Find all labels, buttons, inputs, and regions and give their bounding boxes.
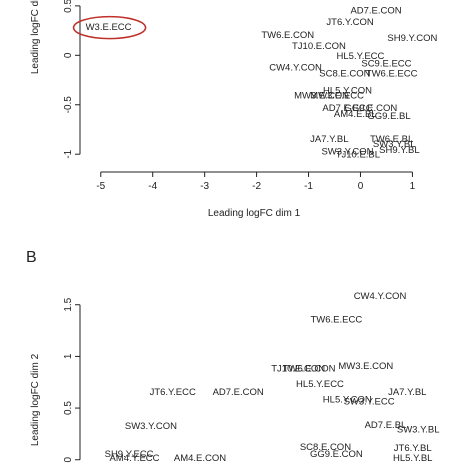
y-tick-label: 0.5 [63, 0, 74, 13]
point-label: TW6.E.ECC [310, 315, 362, 326]
highlight-ellipse [72, 15, 147, 40]
point-label: JA7.Y.BL [310, 134, 348, 145]
point-label: HL5.Y.BL [393, 453, 432, 464]
point-label: JA7.Y.BL [388, 387, 426, 398]
point-label: CW4.Y.CON [269, 63, 322, 74]
point-label: AM4.E.CON [174, 453, 226, 464]
point-label: CW4.Y.CON [354, 291, 407, 302]
panel-letter: B [26, 249, 37, 266]
point-label: HL5.Y.CON [323, 394, 372, 405]
y-tick-label: -0.5 [63, 96, 74, 114]
x-tick-label: 1 [410, 181, 416, 192]
point-label: HL5.Y.ECC [296, 379, 344, 390]
point-label: TJ10.E.BL [336, 150, 380, 161]
point-label: SH9.Y.CON [387, 33, 437, 44]
point-label: AD7.E.CON [350, 5, 401, 16]
point-label: AD7.E.ECC [322, 103, 372, 114]
point-label: HL5.Y.CON [323, 85, 372, 96]
point-label: TW6.E.BL [370, 134, 413, 145]
x-tick-label: -5 [96, 181, 105, 192]
point-label: SW3.Y.CON [321, 147, 373, 158]
x-tick-label: -2 [252, 181, 261, 192]
x-tick-label: -3 [200, 181, 209, 192]
point-label: TW6.E.CON [261, 30, 314, 41]
point-label: TJ10.E.CON [292, 41, 346, 52]
x-axis-title: Leading logFC dim 1 [208, 208, 301, 219]
y-tick-label: 0 [63, 52, 74, 58]
x-tick-label: -1 [304, 181, 313, 192]
point-label: MW3.E.ECC [310, 90, 364, 101]
point-label: SW3.Y.BL [397, 424, 440, 435]
point-label: JT6.Y.BL [394, 443, 432, 454]
point-label: JT6.Y.ECC [150, 387, 196, 398]
point-label: AD7.E.BL [365, 420, 407, 431]
point-label: SC9.E.ECC [361, 59, 411, 70]
point-label: SC8.E.CON [300, 442, 351, 453]
y-tick-label: 1.5 [63, 297, 74, 311]
point-label: GG9.E.CON [344, 103, 397, 114]
point-label: AM4.Y.ECC [110, 453, 160, 464]
y-axis-title: Leading logFC dim 2 [30, 0, 41, 74]
point-label: AM4.E.BL [334, 109, 377, 120]
point-label: HL5.Y.ECC [337, 51, 385, 62]
point-label: SW3.Y.CON [125, 421, 177, 432]
point-label: SH9.Y.BL [379, 145, 420, 156]
point-label: GG9.E.BL [367, 111, 410, 122]
x-tick-label: -4 [148, 181, 157, 192]
point-label: SW3.Y.ECC [344, 396, 395, 407]
point-label: TW6.E.CON [283, 363, 336, 374]
x-tick-label: 0 [358, 181, 364, 192]
point-label: AD7.E.CON [213, 387, 264, 398]
point-label: TJ10.E.CON [271, 363, 325, 374]
point-label: SC8.E.CON [319, 69, 370, 80]
panel-a-scatter: -5 -4 -3 -2 -1 0 1 -1 -0.5 0 0.5 Leading logFC dim … [30, 0, 438, 219]
point-label: SW3.Y.BL [373, 139, 416, 150]
y-tick-label: 1 [63, 353, 74, 359]
y-tick-label: 0.5 [63, 401, 74, 415]
point-label: TW6.E.ECC [366, 69, 418, 80]
point-label: JT6.Y.CON [326, 17, 373, 28]
point-label: GG9.E.CON [310, 449, 363, 460]
point-label: SH9.Y.ECC [105, 449, 154, 460]
y-tick-label: 0 [63, 457, 74, 463]
point-label: MW3.E.CON [338, 361, 393, 372]
point-label: W3.E.ECC [86, 22, 132, 33]
y-axis-title: Leading logFC dim 2 [30, 353, 41, 446]
point-label: MW3.E.CON [294, 90, 349, 101]
y-tick-label: -1 [63, 149, 74, 158]
panel-b-scatter: B 0 0.5 1 1.5 Leading logFC dim 2 CW4.Y.CON TW6… [26, 249, 439, 464]
